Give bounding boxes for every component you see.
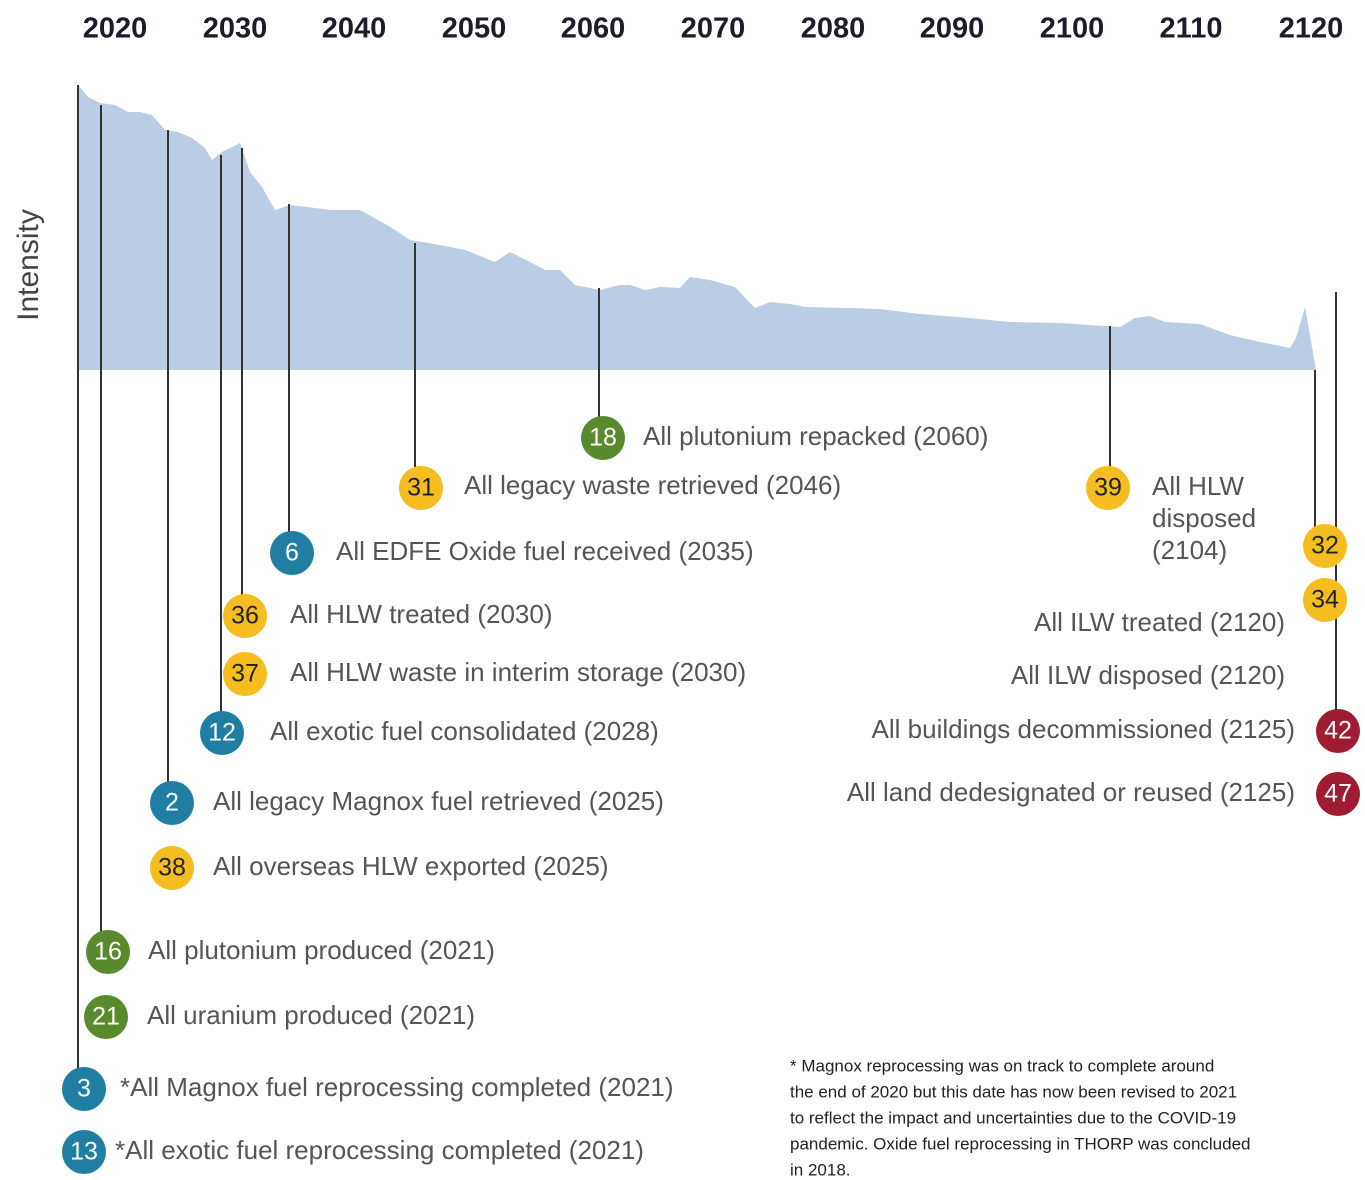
year-label: 2030	[203, 13, 268, 45]
milestone-number: 6	[285, 539, 299, 567]
year-label: 2060	[561, 13, 626, 45]
milestone-badge	[399, 466, 443, 510]
footnote: the end of 2020 but this date has now be…	[790, 1082, 1237, 1101]
milestone-badge	[1316, 772, 1360, 816]
milestone-number: 39	[1094, 474, 1122, 502]
milestone-label: All uranium produced (2021)	[147, 1000, 475, 1030]
milestone-number: 31	[407, 474, 435, 502]
milestone-badge	[62, 1067, 106, 1111]
footnote: pandemic. Oxide fuel reprocessing in THO…	[790, 1134, 1251, 1153]
milestone-label: All legacy Magnox fuel retrieved (2025)	[213, 786, 664, 816]
milestone-number: 38	[158, 854, 186, 882]
milestone-number: 36	[231, 602, 259, 630]
year-label: 2040	[322, 13, 387, 45]
milestone-number: 18	[589, 424, 617, 452]
milestone-label: *All Magnox fuel reprocessing completed …	[120, 1072, 674, 1102]
milestone-number: 37	[231, 660, 259, 688]
milestone-label: All legacy waste retrieved (2046)	[464, 470, 841, 500]
year-label: 2110	[1160, 13, 1223, 45]
milestone-badge	[1303, 524, 1347, 568]
milestone-label: All ILW treated (2120)	[1034, 607, 1285, 637]
milestone-badge	[223, 594, 267, 638]
milestone-label: *All exotic fuel reprocessing completed …	[115, 1135, 644, 1165]
milestone-label: disposed	[1152, 503, 1256, 533]
milestone-badge	[84, 995, 128, 1039]
milestone-label: All EDFE Oxide fuel received (2035)	[336, 536, 754, 566]
milestone-number: 13	[70, 1138, 98, 1166]
milestone-label: All land dedesignated or reused (2125)	[847, 777, 1295, 807]
milestone-badge	[581, 416, 625, 460]
milestone-number: 21	[92, 1003, 120, 1031]
year-label: 2080	[801, 13, 866, 45]
milestone-badge	[86, 930, 130, 974]
milestone-badge	[150, 846, 194, 890]
milestone-badge	[150, 781, 194, 825]
milestone-label: All buildings decommissioned (2125)	[872, 714, 1295, 744]
milestone-label: All overseas HLW exported (2025)	[213, 851, 608, 881]
milestone-label: All ILW disposed (2120)	[1011, 660, 1285, 690]
year-label: 2070	[681, 13, 746, 45]
milestone-badge	[1086, 466, 1130, 510]
year-label: 2120	[1279, 13, 1344, 45]
milestone-number: 16	[94, 938, 122, 966]
milestone-label: All plutonium produced (2021)	[148, 935, 495, 965]
footnote: in 2018.	[790, 1160, 851, 1179]
milestone-badge	[270, 531, 314, 575]
y-axis-label: Intensity	[12, 209, 45, 321]
milestone-badge	[1316, 709, 1360, 753]
milestone-badge	[62, 1130, 106, 1174]
year-label: 2050	[442, 13, 507, 45]
milestone-number: 2	[165, 789, 179, 817]
milestone-number: 42	[1324, 717, 1352, 745]
milestone-label: All exotic fuel consolidated (2028)	[270, 716, 659, 746]
year-label: 2100	[1040, 13, 1105, 45]
milestone-label: (2104)	[1152, 535, 1227, 565]
intensity-area	[78, 85, 1316, 370]
footnote: * Magnox reprocessing was on track to co…	[790, 1056, 1214, 1075]
milestone-badge	[200, 711, 244, 755]
milestone-label: All HLW waste in interim storage (2030)	[290, 657, 746, 687]
milestone-badge	[223, 652, 267, 696]
footnote: to reflect the impact and uncertainties …	[790, 1108, 1236, 1127]
milestone-label: All HLW	[1152, 471, 1244, 501]
milestone-number: 47	[1324, 780, 1352, 808]
milestone-label: All HLW treated (2030)	[290, 599, 553, 629]
year-label: 2090	[920, 13, 985, 45]
milestone-number: 3	[77, 1075, 91, 1103]
year-label: 2020	[83, 13, 148, 45]
milestone-number: 12	[208, 719, 236, 747]
milestone-number: 32	[1311, 532, 1339, 560]
milestone-badge	[1303, 578, 1347, 622]
milestone-number: 34	[1311, 586, 1339, 614]
milestone-label: All plutonium repacked (2060)	[643, 421, 988, 451]
